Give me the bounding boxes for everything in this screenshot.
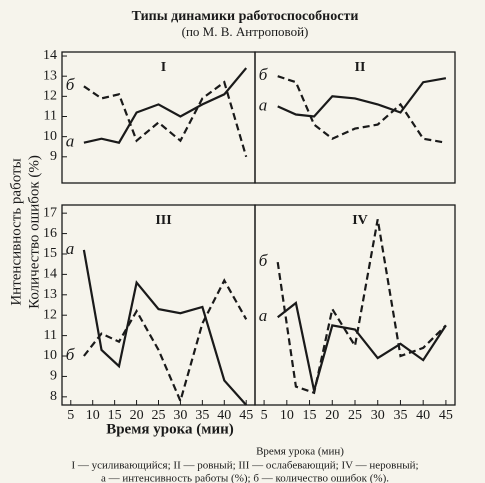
- x-tick-label: 25: [348, 408, 362, 423]
- y-tick-label: 16: [43, 226, 57, 241]
- x-tick-label: 40: [217, 408, 231, 423]
- y-tick-label: 8: [50, 389, 57, 404]
- y-tick-label: 10: [43, 129, 57, 144]
- x-tick-label: 5: [67, 408, 74, 423]
- y-tick-label: 14: [43, 267, 57, 282]
- y-axis-label: Количество ошибок (%): [26, 155, 42, 309]
- y-axis-label: Интенсивность работы: [8, 158, 24, 305]
- x-tick-label: 45: [439, 408, 453, 423]
- y-tick-label: 11: [44, 328, 57, 343]
- x-tick-label: 20: [130, 408, 144, 423]
- panel-title: III: [155, 213, 171, 228]
- series-label: б: [259, 65, 268, 84]
- y-tick-label: 9: [50, 149, 57, 164]
- legend-text: I — усиливающийся; II — ровный; III — ос…: [71, 460, 418, 472]
- y-tick-label: 13: [43, 287, 57, 302]
- panel-title: IV: [352, 213, 368, 228]
- series-label: а: [66, 132, 75, 151]
- line-series: [277, 301, 447, 391]
- y-tick-label: 11: [44, 109, 57, 124]
- x-tick-label: 10: [280, 408, 294, 423]
- y-tick-label: 17: [43, 205, 57, 220]
- x-tick-label: 30: [173, 408, 187, 423]
- series-label: а: [259, 306, 268, 325]
- x-tick-label: 10: [86, 408, 100, 423]
- line-series: [83, 278, 248, 405]
- y-tick-label: 10: [43, 348, 57, 363]
- caption: Время урока (мин): [256, 446, 344, 458]
- x-tick-label: 35: [393, 408, 407, 423]
- series-label: а: [259, 95, 268, 114]
- legend-text: а — интенсивность работы (%); б — количе…: [101, 473, 389, 483]
- panel-title: II: [355, 60, 366, 75]
- y-tick-label: 15: [43, 246, 57, 261]
- line-series: [277, 77, 447, 118]
- y-tick-label: 13: [43, 68, 57, 83]
- y-tick-label: 14: [43, 48, 57, 63]
- y-tick-label: 9: [50, 369, 57, 384]
- x-tick-label: 45: [239, 408, 253, 423]
- series-label: а: [66, 239, 75, 258]
- line-series: [83, 80, 248, 158]
- x-tick-label: 20: [325, 408, 339, 423]
- line-series: [277, 75, 447, 144]
- series-label: б: [259, 251, 268, 270]
- line-series: [82, 249, 248, 406]
- x-tick-label: 30: [371, 408, 385, 423]
- x-tick-label: 5: [261, 408, 268, 423]
- chart-title: Типы динамики работоспособности: [132, 9, 359, 24]
- x-tick-label: 40: [416, 408, 430, 423]
- panel-title: I: [161, 60, 166, 75]
- x-tick-label: 15: [108, 408, 122, 423]
- x-axis-label: Время урока (мин): [106, 421, 234, 437]
- panel-frame: [254, 51, 456, 184]
- y-tick-label: 12: [43, 307, 57, 322]
- series-label: б: [66, 75, 75, 94]
- line-series: [276, 219, 447, 395]
- chart-subtitle: (по М. В. Антроповой): [182, 24, 309, 39]
- series-label: б: [66, 345, 75, 364]
- x-tick-label: 35: [195, 408, 209, 423]
- line-series: [83, 67, 248, 144]
- y-tick-label: 12: [43, 89, 57, 104]
- x-tick-label: 15: [303, 408, 317, 423]
- x-tick-label: 25: [152, 408, 166, 423]
